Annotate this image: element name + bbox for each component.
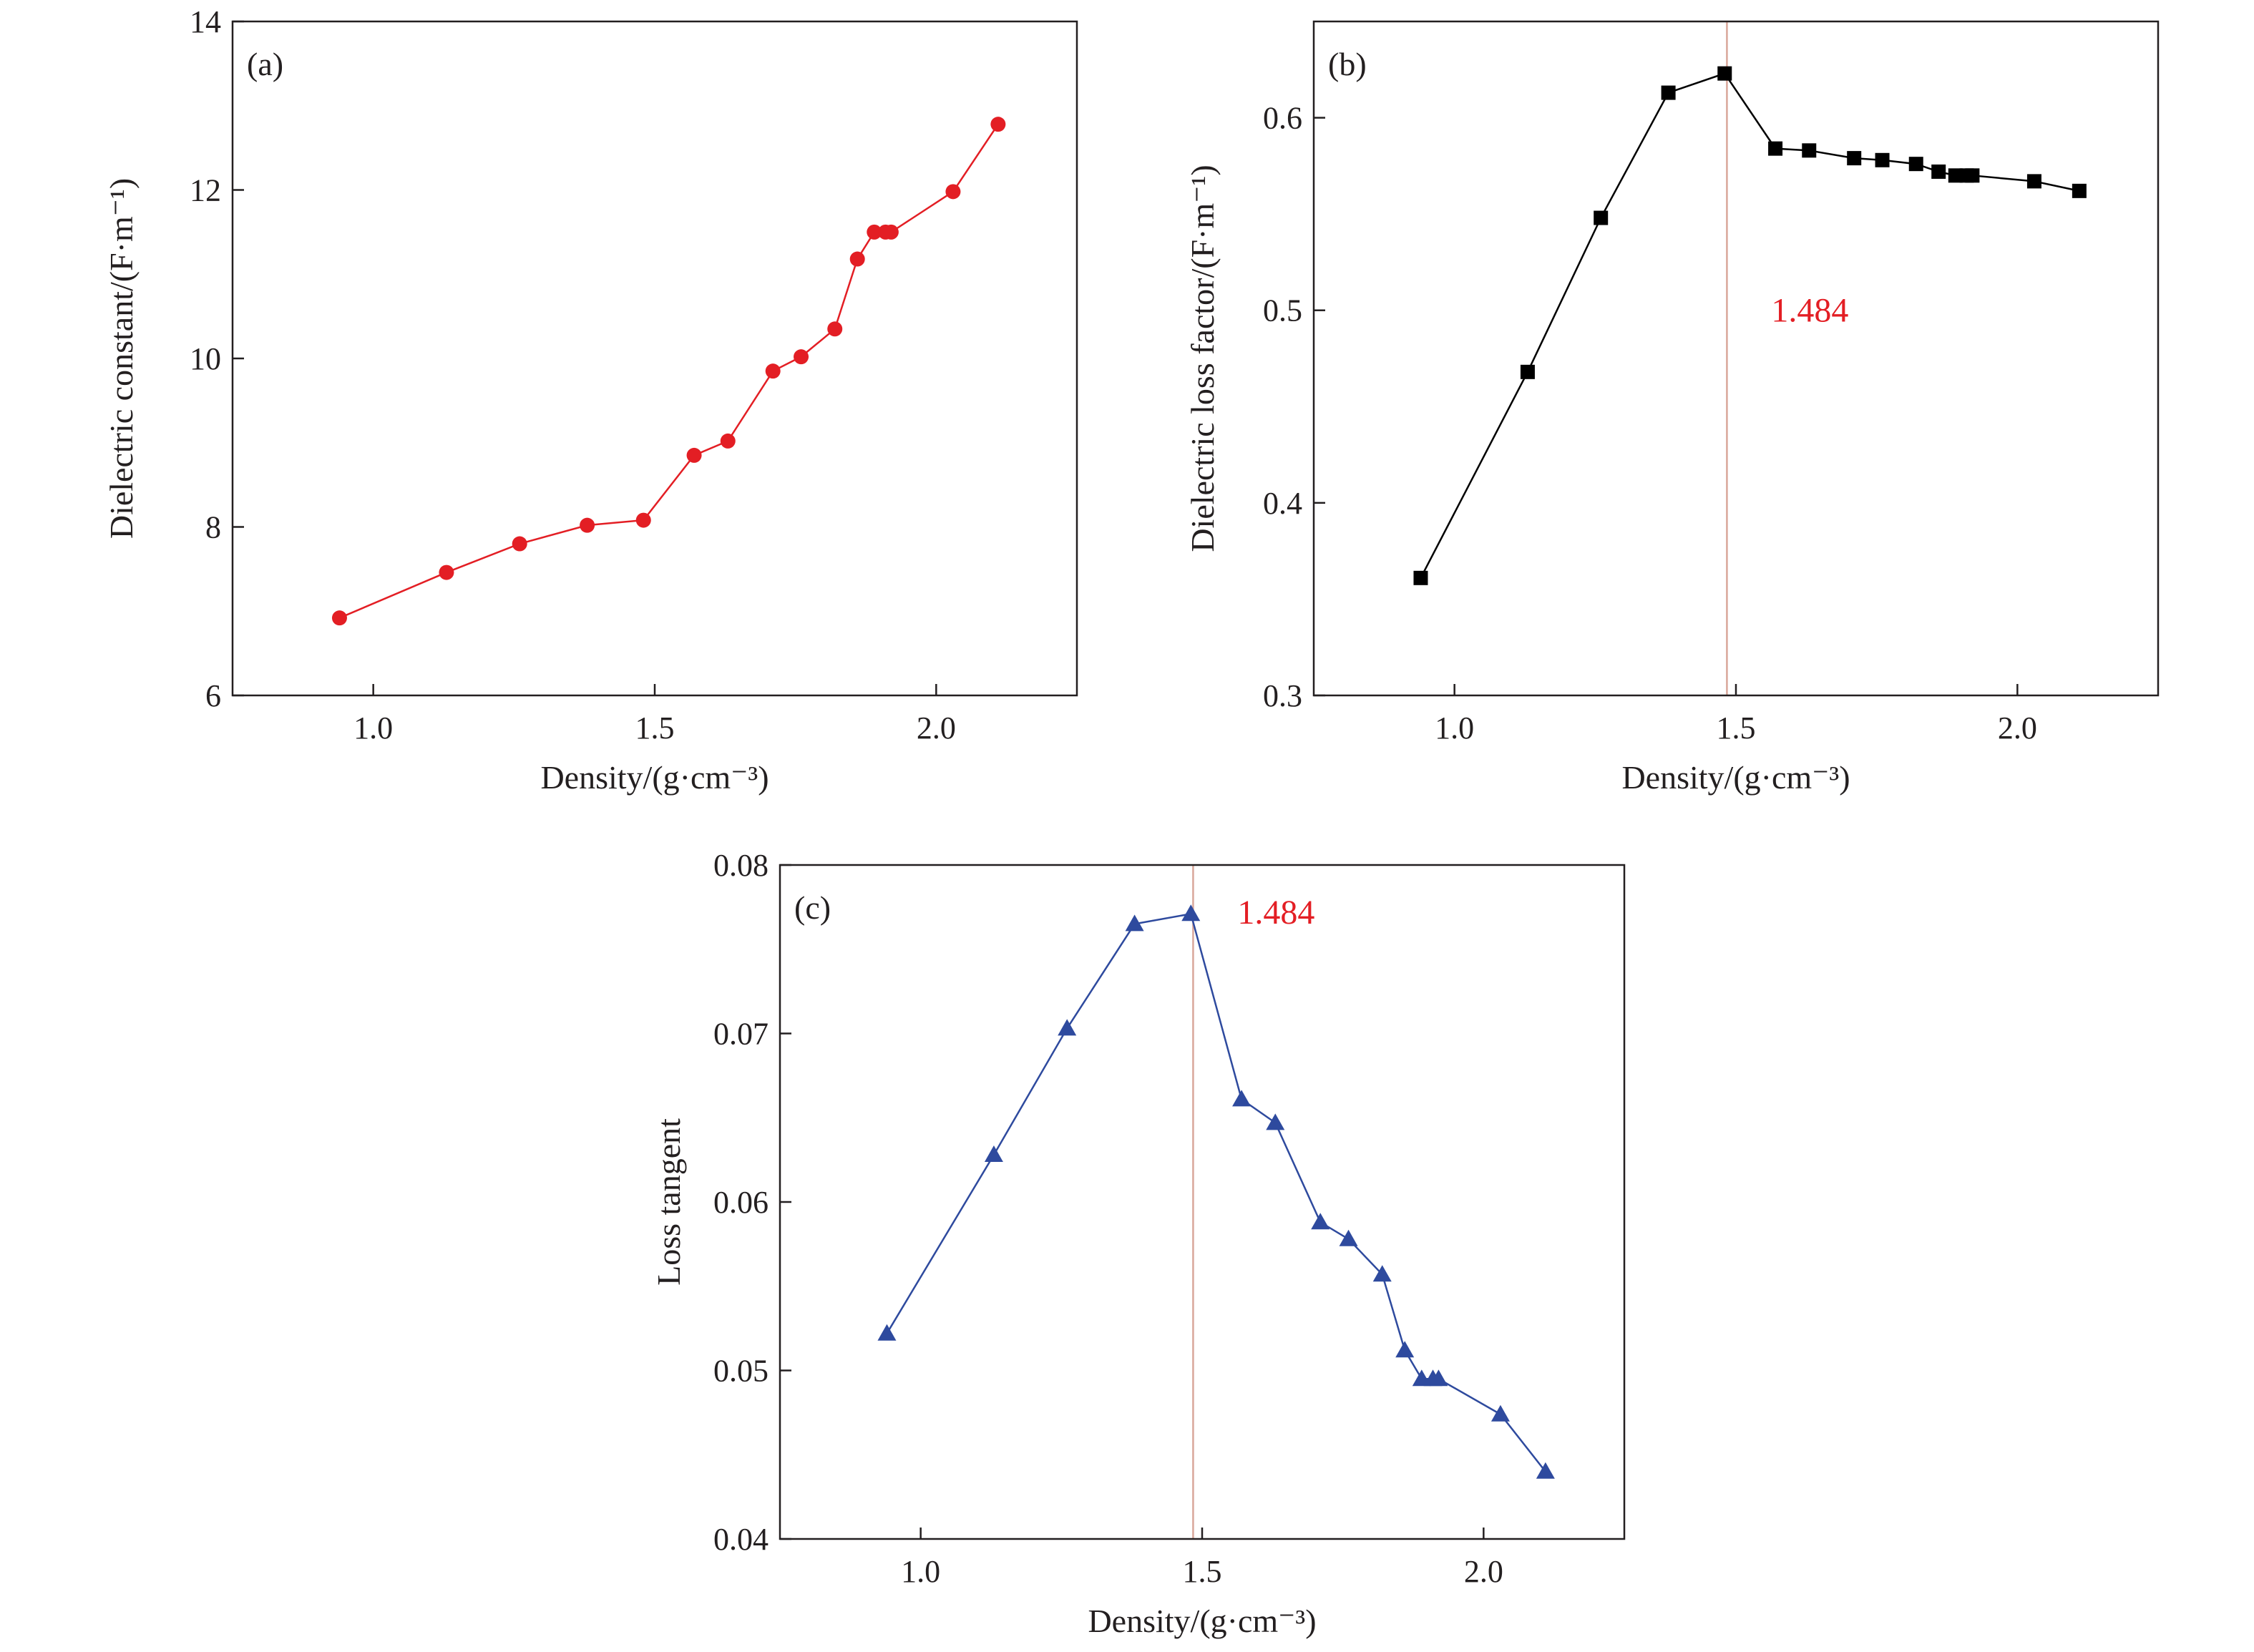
- y-tick-label-c: 0.06: [713, 1185, 769, 1220]
- data-point-b: [1520, 364, 1535, 379]
- y-tick-label-c: 0.07: [713, 1017, 769, 1052]
- data-point-b: [1802, 143, 1817, 158]
- data-point-c: [1395, 1341, 1415, 1358]
- x-tick-label-b: 1.5: [1717, 710, 1756, 746]
- data-point-c: [1232, 1090, 1252, 1107]
- panel-b: 1.0 1.5 2.0 0.3 0.4 0.5 0.6 Density/(g·cm⁻³) Die…: [1184, 20, 2160, 796]
- y-tick-label-b: 0.4: [1263, 486, 1302, 521]
- x-tick-label-a: 2.0: [917, 710, 956, 746]
- data-point-b: [2072, 183, 2087, 198]
- series-line-b: [1420, 72, 2080, 579]
- data-point-a: [945, 184, 961, 200]
- y-axis-label-b: Dielectric loss factor/(F·m⁻¹): [1184, 165, 1221, 552]
- data-point-a: [720, 433, 736, 449]
- y-tick-label-a: 10: [190, 341, 221, 376]
- data-point-a: [512, 536, 527, 552]
- reference-line-label-b: 1.484: [1771, 292, 1848, 330]
- data-point-a: [580, 517, 595, 533]
- data-point-c: [1181, 904, 1201, 922]
- data-point-a: [849, 251, 865, 267]
- data-point-b: [1908, 157, 1923, 172]
- x-tick-label-c: 1.0: [901, 1554, 940, 1589]
- x-tick-label-b: 1.0: [1435, 710, 1474, 746]
- data-point-c: [1266, 1113, 1285, 1130]
- data-point-c: [1058, 1019, 1077, 1036]
- panel-label-a: (a): [247, 46, 283, 82]
- data-point-b: [2026, 174, 2041, 189]
- data-point-b: [1931, 164, 1946, 179]
- x-tick-label-a: 1.0: [353, 710, 393, 746]
- y-tick-label-b: 0.5: [1263, 293, 1302, 328]
- panel-c: 1.0 1.5 2.0 0.04 0.05 0.06 0.07 0.08 Density/(g·…: [650, 848, 1626, 1639]
- plot-frame-c: [779, 864, 1626, 1540]
- x-tick-label-b: 2.0: [1998, 710, 2037, 746]
- data-point-b: [1768, 141, 1783, 156]
- y-tick-label-c: 0.04: [713, 1522, 769, 1557]
- reference-line-label-c: 1.484: [1237, 894, 1314, 932]
- plot-frame-a: [231, 20, 1078, 697]
- data-point-a: [331, 610, 347, 626]
- data-point-b: [1875, 152, 1890, 167]
- y-tick-label-a: 14: [190, 4, 221, 39]
- x-axis-label-c: Density/(g·cm⁻³): [1088, 1603, 1316, 1639]
- x-axis-label-b: Density/(g·cm⁻³): [1621, 759, 1850, 796]
- y-tick-label-c: 0.08: [713, 848, 769, 883]
- data-point-b: [1965, 168, 1980, 183]
- data-point-c: [1372, 1265, 1392, 1282]
- panel-label-c: (c): [794, 889, 831, 926]
- data-point-a: [439, 564, 454, 580]
- data-point-a: [990, 117, 1006, 132]
- data-point-b: [1661, 85, 1676, 100]
- data-point-b: [1948, 168, 1963, 183]
- panel-a: 1.0 1.5 2.0 6 8 10 12 14 Density/(g·cm⁻³) Dielect…: [103, 4, 1078, 796]
- data-point-a: [794, 349, 809, 365]
- x-axis-label-a: Density/(g·cm⁻³): [540, 759, 769, 796]
- data-point-b: [1594, 210, 1609, 225]
- data-point-b: [1847, 151, 1862, 166]
- data-point-a: [827, 321, 843, 337]
- data-point-b: [1717, 66, 1732, 81]
- data-point-c: [984, 1145, 1003, 1163]
- plot-frame-b: [1312, 20, 2160, 697]
- x-tick-label-c: 2.0: [1464, 1554, 1503, 1589]
- panel-label-b: (b): [1328, 46, 1367, 82]
- y-tick-label-a: 8: [205, 510, 221, 545]
- data-point-a: [686, 447, 702, 463]
- y-axis-label-c: Loss tangent: [650, 1118, 687, 1286]
- x-tick-label-a: 1.5: [635, 710, 675, 746]
- data-point-a: [765, 363, 781, 379]
- y-tick-label-b: 0.6: [1263, 101, 1302, 136]
- x-tick-label-c: 1.5: [1183, 1554, 1222, 1589]
- data-point-c: [1125, 914, 1144, 932]
- data-point-c: [1311, 1213, 1330, 1230]
- data-point-c: [1429, 1369, 1448, 1387]
- y-axis-label-a: Dielectric constant/(F·m⁻¹): [103, 178, 140, 539]
- y-tick-label-c: 0.05: [713, 1354, 769, 1389]
- data-point-c: [1339, 1229, 1358, 1246]
- data-point-b: [1413, 570, 1428, 585]
- data-point-a: [867, 224, 882, 240]
- y-tick-label-a: 6: [205, 678, 221, 713]
- data-point-a: [883, 224, 899, 240]
- data-point-a: [635, 512, 651, 528]
- data-point-c: [877, 1324, 897, 1341]
- data-point-c: [1536, 1462, 1555, 1479]
- series-line-c: [886, 912, 1546, 1472]
- data-point-c: [1491, 1404, 1510, 1422]
- y-tick-label-b: 0.3: [1263, 678, 1302, 713]
- y-tick-label-a: 12: [190, 173, 221, 208]
- series-line-a: [338, 123, 999, 619]
